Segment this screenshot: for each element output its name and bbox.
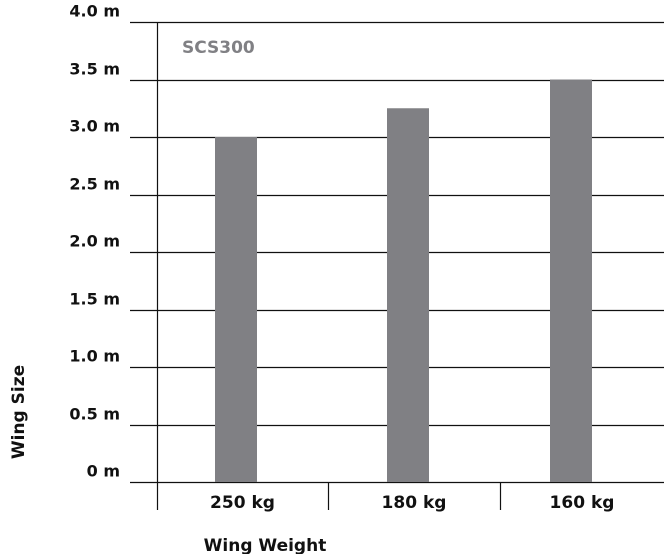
x-tick-labels: 250 kg 180 kg 160 kg — [210, 493, 614, 513]
bar — [215, 137, 257, 482]
bars — [215, 79, 592, 482]
x-tick-label: 250 kg — [210, 493, 275, 513]
x-axis-title: Wing Weight — [204, 536, 327, 554]
y-tick-label: 1.0 m — [69, 347, 120, 366]
y-tick-label: 4.0 m — [69, 2, 120, 21]
x-tick-label: 160 kg — [550, 493, 615, 513]
y-tick-label: 1.5 m — [69, 290, 120, 309]
y-tick-label: 2.5 m — [69, 175, 120, 194]
y-tick-label: 2.0 m — [69, 232, 120, 251]
y-axis-title: Wing Size — [9, 365, 29, 459]
y-tick-labels: 0 m 0.5 m 1.0 m 1.5 m 2.0 m 2.5 m 3.0 m 3.5 m 4.… — [69, 2, 120, 481]
axes — [156, 22, 502, 510]
y-tick-label: 0.5 m — [69, 405, 120, 424]
chart-title: SCS300 — [182, 38, 255, 58]
bar — [387, 108, 429, 482]
y-tick-label: 3.5 m — [69, 60, 120, 79]
x-tick-label: 180 kg — [382, 493, 447, 513]
y-tick-label: 3.0 m — [69, 117, 120, 136]
bar — [550, 79, 592, 482]
y-tick-label: 0 m — [87, 462, 120, 481]
